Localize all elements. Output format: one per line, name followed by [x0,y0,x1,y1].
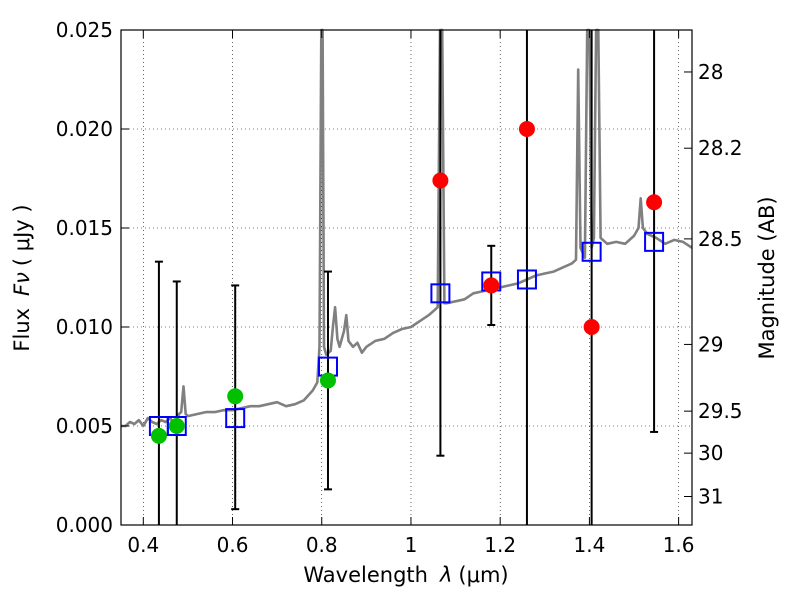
y2-tick-label: 30 [698,441,723,465]
green-data-point [319,372,336,389]
red-data-point [432,172,449,189]
y2-tick-label: 29 [698,332,723,356]
error-bar-layer [154,30,659,525]
x-tick-label: 1.4 [573,533,605,557]
observed-photometry-layer [150,121,663,444]
y-axis-label: FluxFν( μJy ) [10,204,34,351]
model-photometry-square [516,269,537,290]
x-tick-label: 0.4 [127,533,159,557]
y-tick-label: 0.005 [56,414,113,438]
y2-tick-label: 31 [698,484,723,508]
green-data-point [150,427,167,444]
y-tick-label: 0.025 [56,18,113,42]
y-tick-label: 0.000 [56,513,113,537]
model-photometry-square [166,416,187,436]
grid-lines [121,30,692,525]
model-photometry-square [430,283,451,304]
y-tick-label: 0.020 [56,117,113,141]
axis-ticks: 0.4 0.6 0.8 1 1.2 1.4 1.6 0.000 0.005 0.010 0.015 0… [56,18,743,557]
x-tick-label: 1.6 [663,533,695,557]
x-tick-label: 0.6 [217,533,249,557]
model-photometry-square [225,408,246,429]
red-data-point [646,194,663,211]
y-tick-label: 0.010 [56,315,113,339]
red-data-point [518,121,535,137]
y2-tick-label: 28 [698,60,723,84]
y2-tick-label: 28.2 [698,136,743,160]
y2-tick-label: 28.5 [698,227,743,251]
red-data-point [483,277,500,294]
model-photometry-square [581,241,602,262]
model-photometry-square [644,231,665,252]
x-axis-label: Wavelength λ (μm) [303,563,508,587]
x-tick-label: 0.8 [306,533,338,557]
x-tick-label: 1 [405,533,418,557]
right-axis-label: Magnitude (AB) [755,196,779,359]
green-data-point [168,418,185,434]
green-data-point [227,388,244,405]
x-tick-label: 1.2 [484,533,516,557]
y-tick-label: 0.015 [56,216,113,240]
red-data-point [583,319,600,335]
y2-tick-label: 29.5 [698,399,743,423]
plot-frame [120,29,693,526]
